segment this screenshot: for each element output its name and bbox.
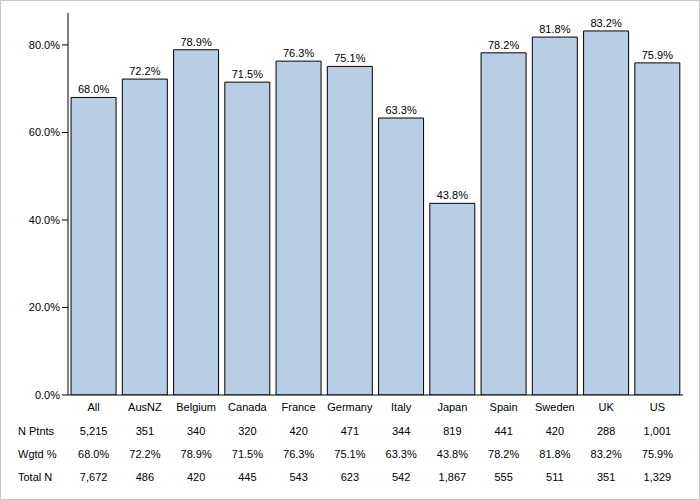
svg-text:63.3%: 63.3% <box>385 104 416 116</box>
svg-text:76.3%: 76.3% <box>283 47 314 59</box>
svg-text:Sweden: Sweden <box>535 401 575 413</box>
svg-text:75.9%: 75.9% <box>642 49 673 61</box>
html-text:63.3%: 63.3% <box>385 448 417 460</box>
svg-text:0.0%: 0.0% <box>35 389 60 401</box>
html-text:75.1%: 75.1% <box>334 448 366 460</box>
svg-text:43.8%: 43.8% <box>437 189 468 201</box>
html-text:351: 351 <box>135 425 154 437</box>
svg-text:75.1%: 75.1% <box>334 52 365 64</box>
html-text:344: 344 <box>391 425 411 437</box>
html-text:1,329: 1,329 <box>643 471 672 483</box>
html-text:445: 445 <box>238 471 257 483</box>
svg-text:71.5%: 71.5% <box>232 68 263 80</box>
html-text:542: 542 <box>391 471 411 483</box>
html-text:68.0%: 68.0% <box>78 448 110 460</box>
html-text:320: 320 <box>238 425 257 437</box>
html-text:1,867: 1,867 <box>438 471 467 483</box>
html-text:75.9%: 75.9% <box>641 448 673 460</box>
svg-text:UK: UK <box>598 401 614 413</box>
html-text:471: 471 <box>340 425 359 437</box>
html-text:71.5%: 71.5% <box>231 448 263 460</box>
html-text:420: 420 <box>289 425 308 437</box>
html-text:83.2%: 83.2% <box>590 448 622 460</box>
html-text:7,672: 7,672 <box>79 471 108 483</box>
svg-text:20.0%: 20.0% <box>29 301 60 313</box>
html-text:Wgtd %: Wgtd % <box>18 448 57 460</box>
svg-text:60.0%: 60.0% <box>29 126 60 138</box>
html-text:340: 340 <box>186 425 206 437</box>
html-text:81.8%: 81.8% <box>539 448 571 460</box>
html-text:623: 623 <box>340 471 359 483</box>
svg-text:All: All <box>88 401 100 413</box>
html-text:78.2%: 78.2% <box>488 448 520 460</box>
svg-text:Spain: Spain <box>490 401 518 413</box>
svg-text:81.8%: 81.8% <box>539 23 570 35</box>
html-text:Total N: Total N <box>18 471 53 483</box>
html-text:819: 819 <box>443 425 462 437</box>
html-text:78.9%: 78.9% <box>180 448 212 460</box>
svg-text:78.2%: 78.2% <box>488 39 519 51</box>
svg-text:Germany: Germany <box>327 401 373 413</box>
svg-text:80.0%: 80.0% <box>29 39 60 51</box>
svg-text:US: US <box>650 401 665 413</box>
svg-text:83.2%: 83.2% <box>590 17 621 29</box>
html-text:420: 420 <box>186 471 206 483</box>
svg-text:Belgium: Belgium <box>176 401 216 413</box>
html-text:511: 511 <box>546 471 564 483</box>
svg-text:68.0%: 68.0% <box>78 83 109 95</box>
svg-text:France: France <box>282 401 316 413</box>
html-text:555: 555 <box>494 471 513 483</box>
html-text:76.3%: 76.3% <box>283 448 315 460</box>
html-text:72.2%: 72.2% <box>129 448 161 460</box>
html-text:43.8%: 43.8% <box>436 448 468 460</box>
svg-text:Japan: Japan <box>437 401 467 413</box>
html-text:5,215: 5,215 <box>79 425 108 437</box>
svg-text:40.0%: 40.0% <box>29 214 60 226</box>
html-text:441: 441 <box>494 425 513 437</box>
html-text:288: 288 <box>596 425 616 437</box>
svg-text:Italy: Italy <box>391 401 412 413</box>
html-text:1,001: 1,001 <box>643 425 672 437</box>
html-text:420: 420 <box>545 425 564 437</box>
html-text:351: 351 <box>596 471 616 483</box>
svg-text:78.9%: 78.9% <box>180 36 211 48</box>
svg-text:72.2%: 72.2% <box>129 65 160 77</box>
svg-text:AusNZ: AusNZ <box>128 401 162 413</box>
html-text:486: 486 <box>135 471 154 483</box>
svg-text:Canada: Canada <box>228 401 267 413</box>
html-text:N Ptnts: N Ptnts <box>18 425 55 437</box>
html-text:543: 543 <box>289 471 308 483</box>
